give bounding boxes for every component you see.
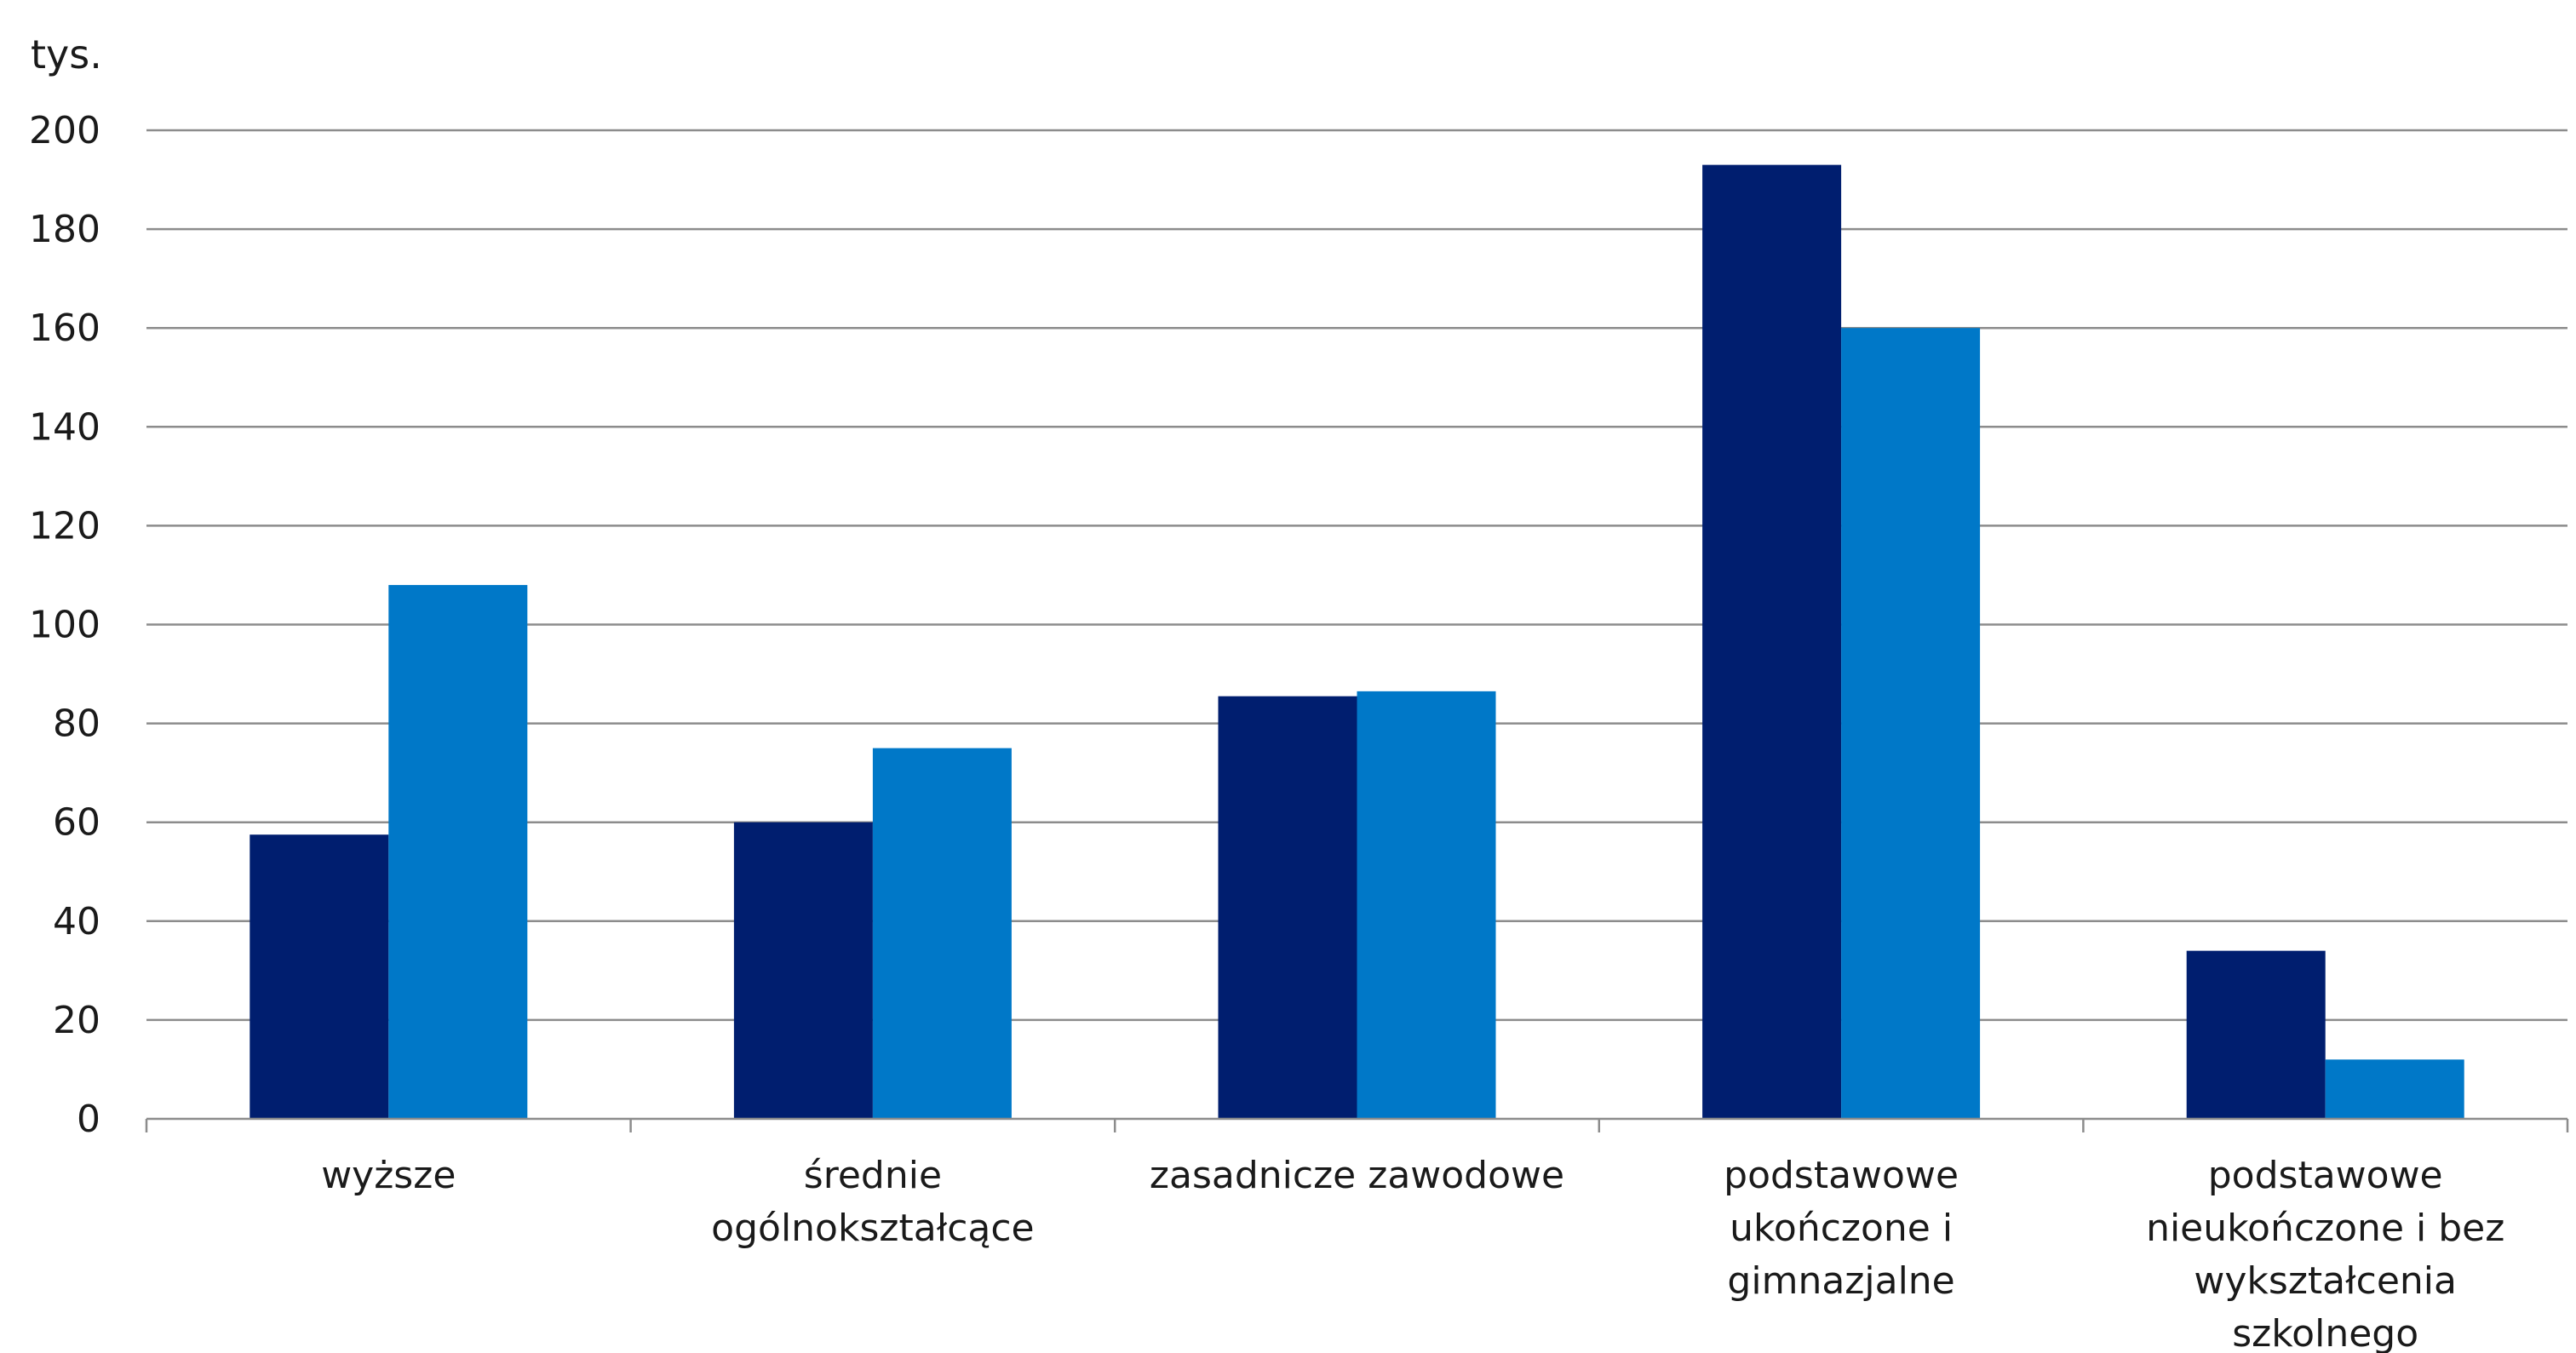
y-tick-label: 180 [29, 208, 100, 251]
y-tick-label: 120 [29, 504, 100, 548]
x-axis-labels: wyższe średnie ogólnokształcące zasadnicze … [321, 1154, 2504, 1353]
y-tick-label: 40 [53, 900, 100, 943]
x-category-label: wyższe [321, 1154, 456, 1197]
y-axis-unit-label: tys. [31, 32, 102, 77]
y-tick-label: 160 [29, 307, 100, 350]
bar-series-1 [1218, 696, 1357, 1119]
y-axis-ticks: 0 20 40 60 80 100 120 140 160 180 200 [29, 109, 100, 1141]
gridlines [146, 129, 2567, 1022]
y-tick-label: 100 [29, 604, 100, 647]
y-tick-label: 0 [77, 1098, 100, 1141]
y-tick-label: 60 [53, 801, 100, 845]
bar-series-2 [1841, 328, 1981, 1119]
axes [145, 1117, 2569, 1132]
y-tick-label: 80 [53, 702, 100, 746]
bar-series-2 [2325, 1059, 2464, 1119]
y-tick-label: 20 [53, 999, 100, 1042]
bar-series-2 [388, 585, 528, 1119]
x-category-label: zasadnicze zawodowe [1150, 1154, 1564, 1197]
bar-series-1 [1702, 164, 1842, 1119]
bar-series-1 [733, 822, 873, 1119]
bars [250, 164, 2464, 1119]
bar-series-1 [2186, 950, 2326, 1119]
x-category-label: podstawowe ukończone i gimnazjalne [1724, 1154, 1959, 1303]
x-category-label: podstawowe nieukończone i bez wykształceni… [2146, 1154, 2504, 1353]
bar-series-2 [1357, 691, 1496, 1119]
bar-series-1 [250, 834, 389, 1119]
y-tick-label: 200 [29, 109, 100, 152]
bar-series-2 [872, 748, 1012, 1119]
x-category-label: średnie ogólnokształcące [711, 1154, 1034, 1250]
y-tick-label: 140 [29, 405, 100, 449]
